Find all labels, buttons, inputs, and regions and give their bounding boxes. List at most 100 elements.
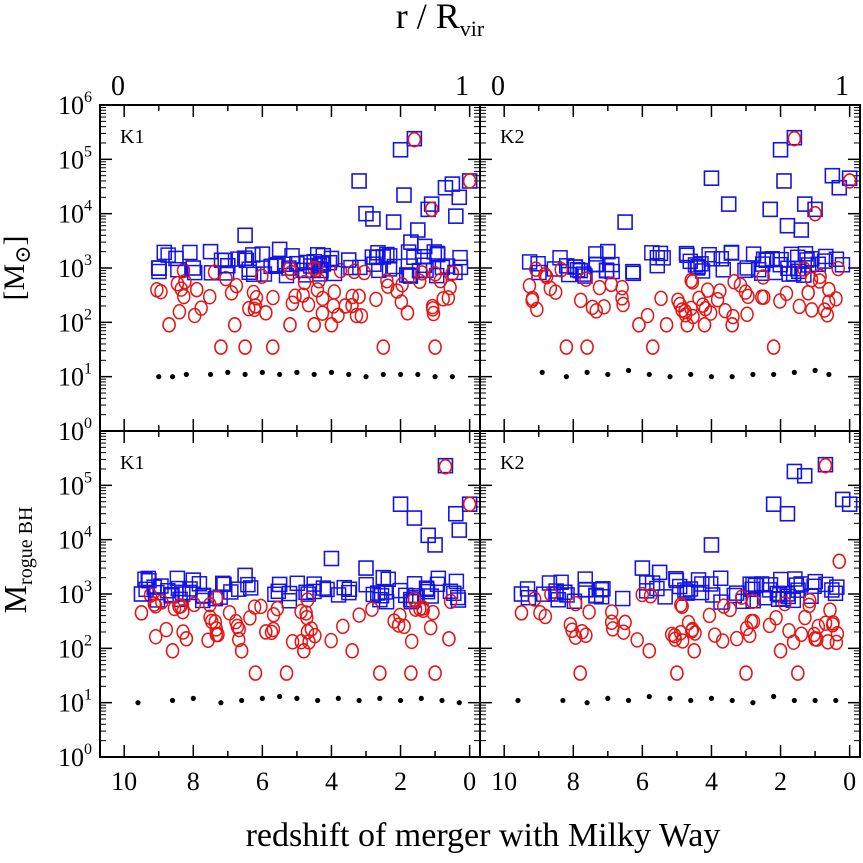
crowd-circle-marker [604,614,619,631]
dot-marker [605,371,611,378]
crowd-circle-marker [762,617,777,634]
dot-marker [294,369,300,375]
crowd-circle-marker [718,302,732,319]
crowd-circle-marker [675,598,689,615]
crowd-square-marker [365,586,382,603]
dot-marker [397,371,404,378]
dot-marker [432,374,438,380]
square-marker [323,250,340,267]
crowd-square-marker [750,261,767,278]
crowd-square-marker [799,252,815,268]
crowd-square-marker [690,258,706,275]
square-marker [220,257,236,274]
dot-marker [277,371,283,378]
x-tick-label: 4 [325,767,338,796]
circle-marker [404,665,418,681]
circle-marker [259,624,273,640]
circle-marker [632,317,646,333]
circle-marker [514,605,529,621]
dot-marker [812,367,818,374]
crowd-square-marker [531,264,547,281]
square-marker [651,564,668,581]
circle-marker [725,317,739,333]
dot-marker [311,371,317,378]
crowd-circle-marker [170,276,185,292]
crowd-square-marker [242,580,259,596]
x-tick-label: 6 [256,767,269,796]
dot-marker [646,693,652,700]
circle-marker [687,643,701,659]
square-marker [396,187,412,203]
crowd-circle-marker [802,592,817,609]
crowd-circle-marker [727,274,741,290]
crowd-circle-marker [201,632,215,649]
top-axis-label-sub: vir [460,16,485,41]
crowd-circle-marker [573,292,588,309]
square-marker [703,537,720,553]
crowd-circle-marker [345,288,360,305]
square-marker [237,227,253,244]
crowd-circle-marker [829,634,844,651]
dot-marker [563,374,569,380]
circle-marker [238,339,252,355]
crowd-circle-marker [173,598,188,614]
square-marker [150,260,167,276]
square-marker [762,201,778,218]
crowd-circle-marker [664,626,679,643]
square-marker [385,214,402,230]
crowd-circle-marker [773,293,787,309]
crowd-circle-marker [575,623,589,640]
crowd-circle-marker [554,262,568,278]
crowd-circle-marker [823,602,837,618]
crowd-circle-marker [288,288,302,305]
crowd-square-marker [315,256,332,272]
crowd-square-marker [649,249,666,266]
crowd-square-marker [690,572,707,588]
crowd-circle-marker [643,588,658,604]
circle-marker [424,201,439,218]
dot-marker [625,367,632,374]
crowd-circle-marker [829,291,843,307]
top-tick-label: 0 [491,71,505,102]
crowd-circle-marker [802,597,816,614]
top-tick-label: 1 [835,71,849,102]
x-tick-label: 6 [636,767,649,796]
top-tick-label: 1 [455,71,469,102]
dot-marker [646,371,652,378]
crowd-circle-marker [381,278,395,294]
y-tick-label: 101 [58,687,92,718]
dot-marker [242,371,248,378]
crowd-square-marker [807,573,823,590]
dot-marker [625,697,632,704]
square-marker [796,467,813,484]
square-marker [271,241,288,258]
circle-marker [189,281,204,298]
crowd-square-marker [644,245,660,261]
crowd-circle-marker [700,282,715,298]
dot-marker [688,697,694,704]
crowd-square-marker [755,256,771,272]
crowd-circle-marker [703,305,718,321]
dot-marker [418,695,424,701]
crowd-circle-marker [616,296,630,313]
crowd-square-marker [430,570,447,587]
crowd-circle-marker [688,625,702,641]
crowd-circle-marker [327,284,342,300]
crowd-circle-marker [717,598,731,614]
y-tick-label: 102 [58,632,92,663]
x-axis-label: redshift of merger with Milky Way [246,817,721,854]
crowd-circle-marker [310,282,325,298]
circle-marker [808,205,822,222]
crowd-square-marker [151,263,167,280]
square-marker [817,456,834,473]
square-marker [634,560,651,576]
crowd-square-marker [701,246,717,263]
crowd-circle-marker [354,308,369,324]
crowd-square-marker [655,250,671,266]
square-marker [600,243,616,260]
crowd-circle-marker [635,586,649,603]
square-marker [168,250,184,267]
dot-marker [415,371,421,378]
crowd-circle-marker [685,621,700,638]
square-marker [437,457,454,474]
